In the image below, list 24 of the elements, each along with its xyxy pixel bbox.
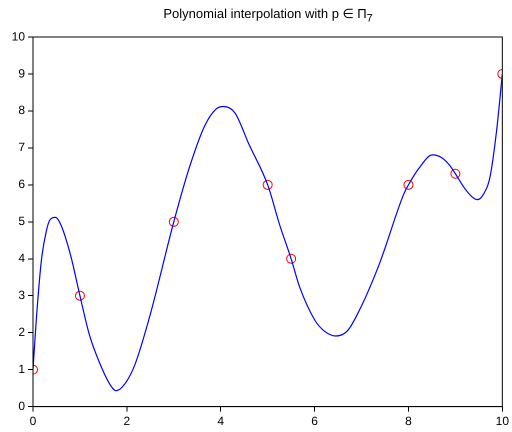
- x-tick-label: 2: [124, 414, 131, 428]
- point: [262, 180, 273, 190]
- y-tick-label: 4: [18, 251, 26, 266]
- x-tick-label: 6: [311, 414, 318, 428]
- y-tick-label: 9: [18, 66, 26, 80]
- chart-title: Polynomial interpolation with p ∈ Π$_{7}$: [162, 6, 374, 25]
- point: [168, 216, 179, 227]
- x-tick-label: 4: [217, 414, 224, 428]
- y-tick-label: 2: [18, 324, 26, 339]
- point: [403, 180, 414, 190]
- y-tick-label: 0: [18, 398, 26, 413]
- y-tick-label: 8: [18, 103, 26, 118]
- y-tick-label: 1: [18, 362, 26, 376]
- y-tick-label: 6: [18, 177, 26, 192]
- x-tick-label: 0: [30, 414, 37, 428]
- y-tick-label: 3: [18, 288, 26, 302]
- point: [286, 254, 296, 264]
- point: [450, 168, 460, 179]
- x-tick-label: 8: [405, 414, 412, 428]
- point: [74, 290, 85, 301]
- y-tick-label: 7: [18, 140, 26, 154]
- y-tick-label: 5: [18, 214, 26, 228]
- y-tick-label: 10: [12, 29, 26, 44]
- x-tick-label: 10: [496, 414, 510, 428]
